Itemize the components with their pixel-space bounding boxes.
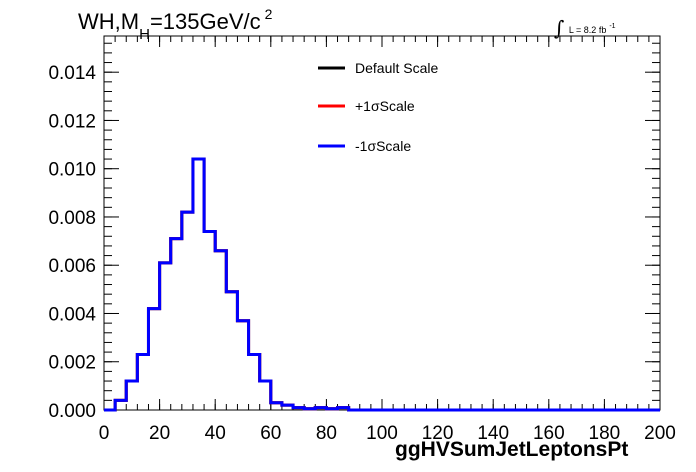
legend: Default Scale +1σScale -1σScale — [318, 60, 438, 154]
lumi-text: L = 8.2 fb — [568, 25, 607, 35]
y-tick-label: 0.012 — [48, 111, 96, 132]
y-tick-label: 0.000 — [48, 401, 96, 422]
x-tick-label: 20 — [149, 423, 170, 444]
x-tick-label: 40 — [205, 423, 226, 444]
title-rest: =135GeV/c — [149, 9, 261, 34]
legend-label: -1σScale — [355, 138, 411, 154]
y-axis: 0.000 0.002 0.004 0.006 0.008 0.010 0.012 0.014 — [48, 42, 660, 422]
x-tick-label: 140 — [477, 423, 509, 444]
y-tick-label: 0.014 — [48, 63, 96, 84]
y-tick-label: 0.008 — [48, 208, 96, 229]
series--1-scale-line — [104, 157, 660, 412]
x-tick-label: 60 — [260, 423, 281, 444]
legend-label: +1σScale — [355, 98, 415, 114]
integral-symbol: ∫ — [554, 16, 565, 40]
x-tick-label: 180 — [589, 423, 621, 444]
x-tick-label: 0 — [99, 423, 110, 444]
title-subscript: H — [139, 26, 150, 43]
x-axis: 0 20 40 60 80 100 120 140 160 180 200 — [99, 36, 676, 444]
y-tick-label: 0.006 — [48, 256, 96, 277]
legend-label: Default Scale — [355, 60, 438, 76]
title-main: WH,M — [78, 9, 140, 34]
luminosity-label: ∫ L = 8.2 fb -1 — [554, 14, 616, 40]
y-tick-label: 0.002 — [48, 353, 96, 374]
plot-frame — [103, 35, 661, 411]
x-tick-label: 80 — [316, 423, 337, 444]
chart-title: WH,MH=135GeV/c 2 — [78, 6, 273, 43]
histogram-series — [104, 157, 660, 412]
y-tick-label: 0.004 — [48, 304, 96, 325]
lumi-superscript: -1 — [609, 23, 616, 30]
series--1-scale-line — [104, 157, 660, 412]
title-superscript: 2 — [264, 6, 273, 22]
x-tick-label: 200 — [644, 423, 676, 444]
y-tick-label: 0.010 — [48, 160, 96, 181]
x-tick-label: 160 — [533, 423, 565, 444]
x-tick-label: 100 — [366, 423, 398, 444]
x-tick-label: 120 — [422, 423, 454, 444]
x-axis-label: ggHVSumJetLeptonsPt — [395, 438, 629, 461]
series-default-scale-line — [104, 157, 660, 412]
